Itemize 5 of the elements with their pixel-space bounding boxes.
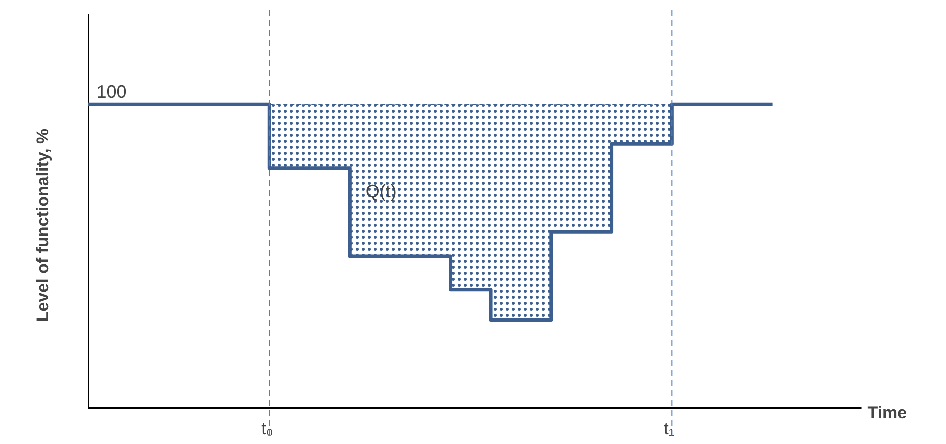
text: 100 [96, 82, 127, 102]
y-axis-title: Level of functionality, % [34, 128, 52, 322]
x-tick-label: t₀ [262, 419, 274, 438]
x-axis-title: Time [868, 403, 908, 422]
annotation: Q(t) [366, 181, 397, 202]
